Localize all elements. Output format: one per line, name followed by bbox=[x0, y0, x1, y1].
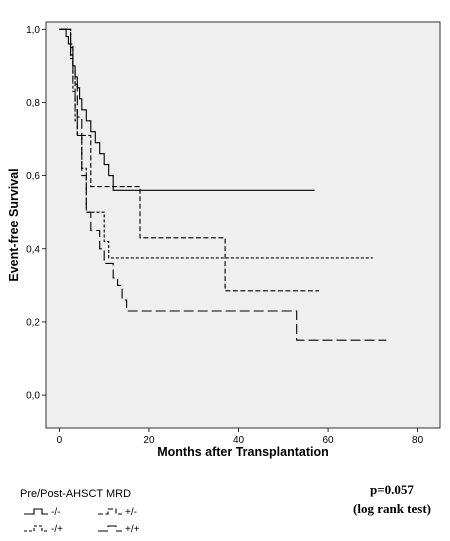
x-tick-label: 40 bbox=[233, 435, 245, 446]
x-tick-label: 60 bbox=[323, 435, 335, 446]
series-2-line bbox=[59, 28, 373, 259]
series-4-line bbox=[59, 28, 387, 341]
legend-label: +/+ bbox=[125, 524, 140, 535]
y-tick-label: 0,2 bbox=[26, 317, 40, 328]
plot-area bbox=[45, 21, 441, 429]
legend-swatch bbox=[98, 525, 122, 532]
legend-swatch bbox=[24, 508, 48, 515]
y-tick-label: 0,0 bbox=[26, 391, 40, 402]
x-tick-label: 0 bbox=[57, 435, 63, 446]
legend: -/- +/- -/+ +/+ bbox=[24, 507, 140, 535]
legend-title: Pre/Post-AHSCT MRD bbox=[20, 488, 132, 500]
legend-label: +/- bbox=[125, 507, 137, 518]
y-tick-label: 0,8 bbox=[26, 98, 40, 109]
y-axis-title: Event-free Survival bbox=[7, 168, 21, 281]
series-layer bbox=[59, 28, 387, 341]
legend-swatch bbox=[98, 508, 122, 515]
legend-swatch bbox=[24, 525, 48, 532]
x-axis-title: Months after Transplantation bbox=[157, 445, 329, 459]
legend-label: -/+ bbox=[51, 524, 63, 535]
x-tick-label: 20 bbox=[143, 435, 155, 446]
test-name: (log rank test) bbox=[353, 501, 431, 516]
y-tick-label: 0,4 bbox=[26, 244, 40, 255]
x-tick-label: 80 bbox=[412, 435, 424, 446]
legend-label: -/- bbox=[51, 507, 60, 518]
p-value-annotation: p=0.057 (log rank test) bbox=[342, 480, 442, 518]
series-3-line bbox=[59, 28, 320, 292]
series-1-line bbox=[59, 28, 315, 191]
y-tick-label: 1,0 bbox=[26, 25, 40, 36]
y-tick-label: 0,6 bbox=[26, 171, 40, 182]
axes: 0,0 0,2 0,4 0,6 0,8 1,0 0 20 40 60 80 bbox=[26, 25, 424, 446]
p-value: p=0.057 bbox=[370, 482, 414, 497]
